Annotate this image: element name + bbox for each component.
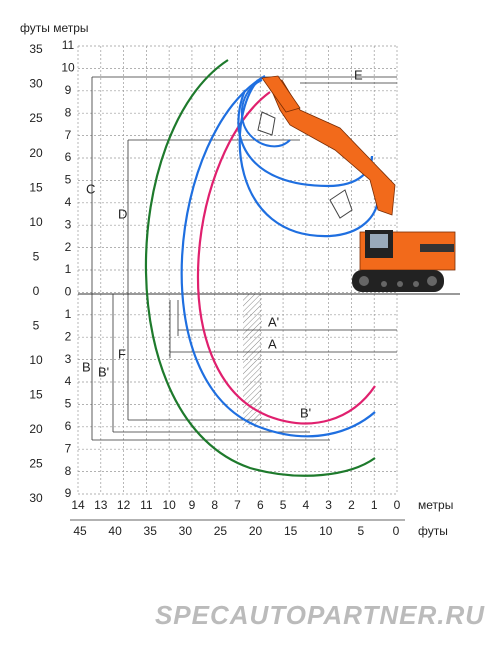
meter-tick-label: 3	[65, 352, 72, 366]
feet-tick-label: 0	[33, 284, 40, 298]
feet-tick-label: 30	[179, 524, 193, 538]
curve-middle	[196, 91, 376, 425]
dimension-lines	[91, 76, 397, 441]
dim-label: C	[86, 181, 95, 196]
dim-label: B'	[300, 405, 311, 420]
watermark: SPECAUTOPARTNER.RU	[155, 600, 485, 630]
meter-tick-label: 5	[65, 173, 72, 187]
feet-tick-label: 15	[29, 180, 43, 194]
dim-label: A'	[268, 314, 279, 329]
feet-tick-label: 20	[29, 146, 43, 160]
feet-tick-label: 10	[319, 524, 333, 538]
feet-tick-label: 15	[29, 388, 43, 402]
meter-tick-label: 4	[65, 195, 72, 209]
meter-tick-label: 0	[394, 498, 401, 512]
meter-tick-label: 10	[162, 498, 176, 512]
meter-tick-label: 6	[257, 498, 264, 512]
meter-tick-label: 11	[140, 498, 153, 512]
curve-max-reach	[144, 59, 376, 477]
excavator	[257, 75, 456, 292]
dim-label: F	[118, 346, 126, 361]
meter-tick-label: 9	[65, 486, 72, 500]
feet-tick-label: 30	[29, 77, 43, 91]
feet-tick-label: 15	[284, 524, 298, 538]
unit-label: метры	[418, 498, 453, 512]
meter-tick-label: 9	[65, 83, 72, 97]
feet-tick-label: 25	[214, 524, 228, 538]
units-label: футы метры	[20, 21, 89, 35]
meter-tick-label: 4	[303, 498, 310, 512]
meter-tick-label: 1	[371, 498, 378, 512]
meter-tick-label: 1	[65, 262, 72, 276]
meter-tick-label: 7	[65, 441, 72, 455]
meter-tick-label: 2	[65, 329, 72, 343]
meter-tick-label: 8	[65, 105, 72, 119]
meter-tick-label: 14	[71, 498, 85, 512]
meter-tick-label: 1	[65, 307, 72, 321]
feet-tick-label: 45	[73, 524, 87, 538]
feet-tick-label: 20	[249, 524, 263, 538]
unit-label: футы	[418, 524, 448, 538]
meter-tick-label: 8	[65, 464, 72, 478]
dim-label: B'	[98, 364, 109, 379]
feet-tick-label: 10	[29, 215, 43, 229]
feet-tick-label: 5	[33, 249, 40, 263]
dim-label: A	[268, 336, 277, 351]
meter-tick-label: 7	[65, 128, 72, 142]
meter-tick-label: 2	[348, 498, 355, 512]
dim-label: B	[82, 359, 91, 374]
grid	[77, 45, 398, 495]
hatched-zone	[243, 294, 262, 425]
curve-inner-2	[237, 89, 374, 188]
meter-tick-label: 6	[65, 419, 72, 433]
feet-tick-label: 40	[108, 524, 122, 538]
feet-tick-label: 0	[393, 524, 400, 538]
curve-outer	[180, 75, 376, 438]
meter-tick-label: 3	[325, 498, 332, 512]
meter-tick-label: 3	[65, 217, 72, 231]
feet-tick-label: 30	[29, 491, 43, 505]
curve-inner-3	[241, 79, 291, 148]
meter-tick-label: 12	[117, 498, 131, 512]
meter-tick-label: 13	[94, 498, 108, 512]
meter-tick-label: 11	[62, 38, 75, 52]
meter-tick-label: 5	[280, 498, 287, 512]
meter-tick-label: 2	[65, 240, 72, 254]
meter-tick-label: 6	[65, 150, 72, 164]
feet-tick-label: 5	[358, 524, 365, 538]
meter-tick-label: 0	[65, 285, 72, 299]
meter-tick-label: 7	[234, 498, 241, 512]
dim-label: E	[354, 67, 363, 82]
feet-tick-label: 5	[33, 318, 40, 332]
feet-tick-label: 20	[29, 422, 43, 436]
feet-tick-label: 35	[144, 524, 158, 538]
meter-tick-label: 9	[189, 498, 196, 512]
feet-tick-label: 25	[29, 457, 43, 471]
feet-tick-label: 35	[29, 42, 43, 56]
feet-tick-label: 25	[29, 111, 43, 125]
meter-tick-label: 5	[65, 397, 72, 411]
meter-tick-label: 10	[61, 61, 75, 75]
meter-tick-label: 4	[65, 374, 72, 388]
feet-tick-label: 10	[29, 353, 43, 367]
dim-label: D	[118, 206, 127, 221]
meter-tick-label: 8	[211, 498, 218, 512]
